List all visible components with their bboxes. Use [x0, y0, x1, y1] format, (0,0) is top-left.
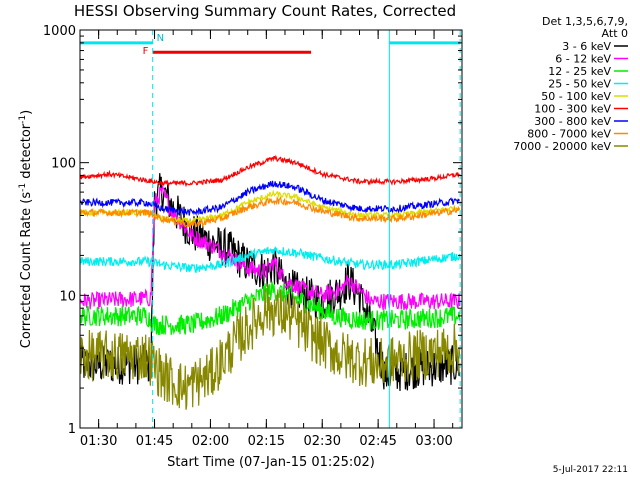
legend-label: 3 - 6 keV: [562, 40, 611, 53]
legend-item: 3 - 6 keV: [562, 40, 628, 53]
series-line: [80, 185, 461, 311]
series-line: [80, 283, 461, 410]
x-tick-label: 02:15: [248, 434, 285, 449]
y-tick-label: 1: [68, 422, 76, 437]
legend-item: 100 - 300 keV: [534, 103, 628, 116]
x-tick-label: 03:00: [415, 434, 452, 449]
legend-item: 7000 - 20000 keV: [513, 140, 628, 153]
x-tick-label: 02:45: [359, 434, 396, 449]
chart-title: HESSI Observing Summary Count Rates, Cor…: [74, 2, 456, 20]
legend-label: 300 - 800 keV: [534, 115, 611, 128]
legend-item: 50 - 100 keV: [541, 90, 628, 103]
legend-item: 800 - 7000 keV: [527, 128, 628, 141]
plot-frame: [79, 29, 463, 429]
legend-header-line-1: Det 1,3,5,6,7,9,: [542, 15, 628, 28]
legend-item: 6 - 12 keV: [555, 53, 628, 66]
legend-item: 12 - 25 keV: [548, 65, 628, 78]
legend-label: 12 - 25 keV: [548, 65, 611, 78]
legend-label: 800 - 7000 keV: [527, 128, 611, 141]
x-axis: 01:30 01:45 02:00 02:15 02:30 02:45 03:00: [79, 30, 454, 449]
x-tick-label: 01:45: [136, 434, 173, 449]
legend-label: 50 - 100 keV: [541, 90, 611, 103]
x-tick-label: 02:30: [304, 434, 341, 449]
y-tick-label: 1000: [43, 24, 76, 39]
series-layer: [80, 154, 461, 410]
flare-flag-label: F: [143, 46, 149, 57]
series-line: [80, 195, 461, 229]
series-line: [80, 245, 461, 273]
legend-item: 25 - 50 keV: [548, 78, 628, 91]
legend-label: 6 - 12 keV: [555, 53, 611, 66]
x-tick-label: 02:00: [192, 434, 229, 449]
night-flag-label: N: [157, 33, 164, 44]
footer-timestamp: 5-Jul-2017 22:11: [553, 465, 628, 475]
y-tick-label: 10: [59, 289, 76, 304]
legend-label: 100 - 300 keV: [534, 103, 611, 116]
series-line: [80, 154, 461, 188]
x-axis-label: Start Time (07-Jan-15 01:25:02): [167, 455, 375, 470]
legend-item: 300 - 800 keV: [534, 115, 628, 128]
series-line: [80, 180, 460, 217]
x-tick-label: 01:30: [80, 434, 117, 449]
flags-layer: NF: [80, 33, 461, 57]
legend-label: 25 - 50 keV: [548, 78, 611, 91]
y-tick-label: 100: [51, 157, 76, 172]
y-axis-label: Corrected Count Rate (s-1 detector-1): [18, 110, 34, 348]
legend-label: 7000 - 20000 keV: [513, 140, 611, 153]
y-axis: 1 10 100 1000: [43, 24, 462, 437]
legend-header-line-2: Att 0: [602, 27, 628, 40]
series-line: [80, 281, 461, 335]
